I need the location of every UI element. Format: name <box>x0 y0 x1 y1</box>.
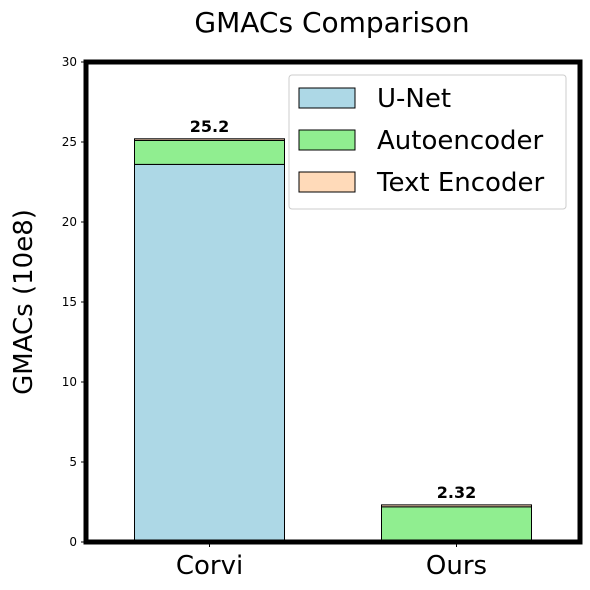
y-tick-label: 5 <box>69 455 77 469</box>
chart-title: GMACs Comparison <box>194 6 469 39</box>
y-tick-label: 0 <box>69 535 77 549</box>
y-tick-label: 30 <box>62 55 77 69</box>
bar-segment-ours-text-encoder <box>381 504 532 508</box>
y-axis-ticks: 0 5 10 15 20 25 30 <box>62 55 86 549</box>
y-axis-label: GMACs (10e8) <box>9 209 39 395</box>
plot-area: 25.2 2.32 <box>83 59 583 545</box>
x-tick-label-corvi: Corvi <box>176 551 243 581</box>
legend-label-u-net: U-Net <box>377 84 451 114</box>
y-tick-label: 25 <box>62 135 77 149</box>
y-tick-label: 20 <box>62 215 77 229</box>
x-axis-ticks: Corvi Ours <box>176 542 487 581</box>
bar-segment-corvi-u-net <box>134 163 285 543</box>
legend-label-autoencoder: Autoencoder <box>377 126 544 156</box>
bar-segment-ours-autoencoder <box>381 506 532 543</box>
total-label-corvi: 25.2 <box>190 117 229 136</box>
x-tick-label-ours: Ours <box>426 551 487 581</box>
legend-label-text-encoder: Text Encoder <box>376 168 544 198</box>
legend-swatch-u-net <box>298 87 356 109</box>
total-label-ours: 2.32 <box>437 483 476 502</box>
legend-swatch-text-encoder <box>298 171 356 193</box>
y-tick-label: 15 <box>62 295 77 309</box>
bar-segment-corvi-text-encoder <box>134 138 285 141</box>
bar-segment-corvi-autoencoder <box>134 139 285 165</box>
y-tick-label: 10 <box>62 375 77 389</box>
legend: U-Net Autoencoder Text Encoder <box>288 74 567 210</box>
legend-box <box>288 74 567 210</box>
legend-swatch-autoencoder <box>298 129 356 151</box>
